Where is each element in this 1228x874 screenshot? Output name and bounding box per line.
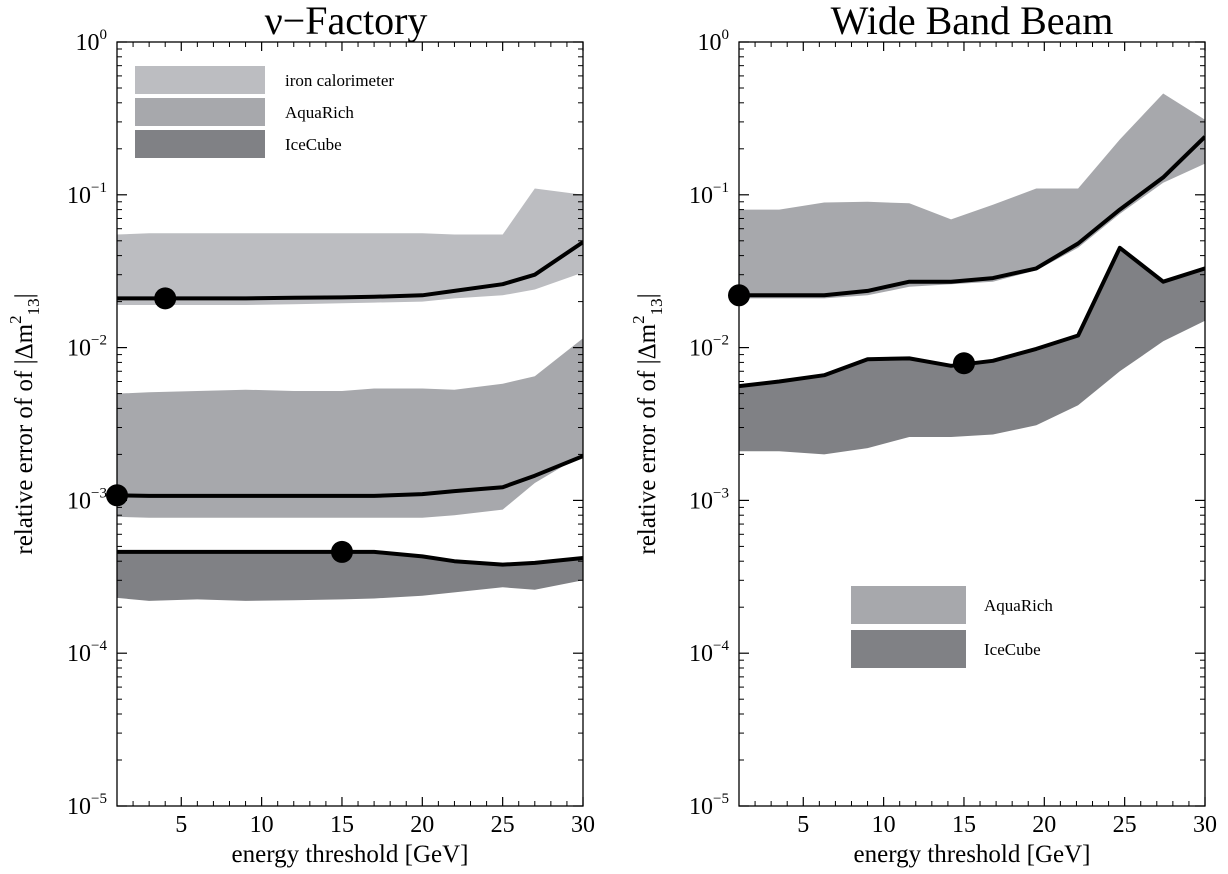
x-tick-label: 30 bbox=[1193, 812, 1217, 838]
marker-icecube bbox=[330, 540, 353, 563]
x-axis-label: energy threshold [GeV] bbox=[854, 841, 1091, 868]
legend-label: IceCube bbox=[984, 640, 1041, 659]
x-tick-label: 5 bbox=[797, 812, 809, 838]
y-tick-label: 10−4 bbox=[67, 638, 107, 667]
band-aquarich bbox=[739, 93, 1205, 299]
legend-swatch bbox=[135, 66, 265, 94]
legend-swatch bbox=[851, 586, 966, 624]
x-tick-label: 30 bbox=[571, 812, 595, 838]
y-tick-label: 10−5 bbox=[689, 791, 729, 820]
plot-frame bbox=[116, 41, 584, 807]
legend: AquaRich IceCube bbox=[851, 586, 1053, 668]
y-axis-label: relative error of of |Δm213| bbox=[6, 293, 43, 554]
y-axis-label: relative error of of |Δm213| bbox=[629, 293, 666, 554]
plot-frame bbox=[738, 41, 1206, 807]
legend-swatch bbox=[851, 630, 966, 668]
legend-label: AquaRich bbox=[984, 596, 1053, 615]
x-tick-label: 10 bbox=[872, 812, 896, 838]
x-tick-label: 5 bbox=[175, 812, 187, 838]
band-iron-calorimeter bbox=[117, 188, 583, 305]
x-tick-label: 15 bbox=[330, 812, 354, 838]
x-tick-label: 20 bbox=[410, 812, 434, 838]
band-icecube bbox=[117, 551, 583, 601]
x-axis-label: energy threshold [GeV] bbox=[232, 841, 469, 868]
chart-panel-1: 5 10 15 20 25 30 10−5 10−4 10−3 10−2 10−1 100 ν−Fact… bbox=[6, 0, 595, 868]
legend: iron calorimeter AquaRich IceCube bbox=[135, 66, 394, 158]
x-tick-label: 25 bbox=[1113, 812, 1137, 838]
x-tick-label: 15 bbox=[952, 812, 976, 838]
y-tick-label: 10−2 bbox=[689, 333, 729, 362]
y-tick-label: 100 bbox=[698, 27, 730, 56]
marker-icecube bbox=[952, 352, 975, 375]
marker-iron-calorimeter bbox=[154, 287, 177, 310]
chart-panel-2: 5 10 15 20 25 30 10−5 10−4 10−3 10−2 10−1 100 Wide B… bbox=[629, 0, 1217, 868]
y-tick-label: 10−1 bbox=[689, 180, 729, 209]
line-aquarich bbox=[739, 135, 1205, 298]
x-tick-label: 25 bbox=[491, 812, 515, 838]
line-iron-calorimeter bbox=[117, 240, 583, 301]
x-tick-label: 10 bbox=[250, 812, 274, 838]
line-icecube bbox=[117, 549, 583, 567]
legend-swatch bbox=[135, 130, 265, 158]
y-tick-label: 10−3 bbox=[689, 485, 729, 514]
y-tick-label: 10−5 bbox=[67, 791, 107, 820]
legend-label: AquaRich bbox=[285, 103, 354, 122]
band-aquarich bbox=[117, 338, 583, 518]
y-tick-label: 10−4 bbox=[689, 638, 729, 667]
x-tick-label: 20 bbox=[1032, 812, 1056, 838]
legend-swatch bbox=[135, 98, 265, 126]
band-icecube bbox=[739, 247, 1205, 455]
legend-label: iron calorimeter bbox=[285, 71, 394, 90]
chart-title: ν−Factory bbox=[265, 0, 428, 43]
y-tick-label: 100 bbox=[76, 27, 108, 56]
y-tick-label: 10−1 bbox=[67, 180, 107, 209]
y-tick-label: 10−3 bbox=[67, 485, 107, 514]
chart-title: Wide Band Beam bbox=[831, 0, 1114, 43]
y-tick-label: 10−2 bbox=[67, 333, 107, 362]
line-aquarich bbox=[117, 454, 583, 498]
legend-label: IceCube bbox=[285, 135, 342, 154]
